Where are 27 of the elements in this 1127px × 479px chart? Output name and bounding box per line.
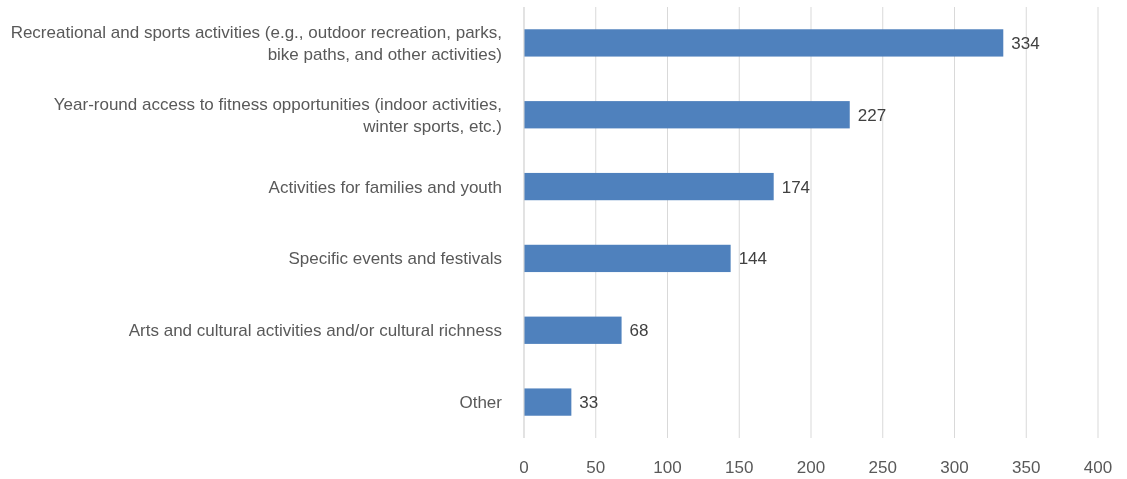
y-tick-label: Activities for families and youth xyxy=(268,177,502,197)
data-label: 174 xyxy=(781,177,811,197)
x-tick-label: 200 xyxy=(796,457,826,477)
data-label: 227 xyxy=(857,105,887,125)
data-label: 33 xyxy=(579,393,599,413)
data-label: 144 xyxy=(738,249,768,269)
y-tick-label: Arts and cultural activities and/or cultural richness xyxy=(128,321,502,341)
bar xyxy=(524,101,850,129)
x-tick-label: 50 xyxy=(586,457,606,477)
data-label: 334 xyxy=(1011,33,1040,53)
bar xyxy=(524,316,622,344)
bar xyxy=(524,29,1004,57)
x-tick-label: 150 xyxy=(725,457,754,477)
x-tick-label: 100 xyxy=(653,457,682,477)
y-tick-label: Year-round access to fitness opportunities (indoor activities, winter sports, etc.) xyxy=(53,94,502,136)
bar xyxy=(524,172,774,201)
x-tick-label: 250 xyxy=(868,457,897,477)
x-tick-label: 350 xyxy=(1012,457,1041,477)
x-tick-label: 0 xyxy=(519,457,529,477)
bar xyxy=(524,244,731,273)
y-tick-label: Recreational and sports activities (e.g., outdoor recreation, parks, bike paths, and other activities) xyxy=(10,22,502,64)
y-tick-label: Specific events and festivals xyxy=(288,249,502,269)
x-tick-label: 300 xyxy=(940,457,969,477)
bar xyxy=(524,388,572,416)
y-tick-label: Other xyxy=(459,393,503,413)
data-label: 68 xyxy=(629,321,649,341)
x-tick-label: 400 xyxy=(1083,457,1113,477)
